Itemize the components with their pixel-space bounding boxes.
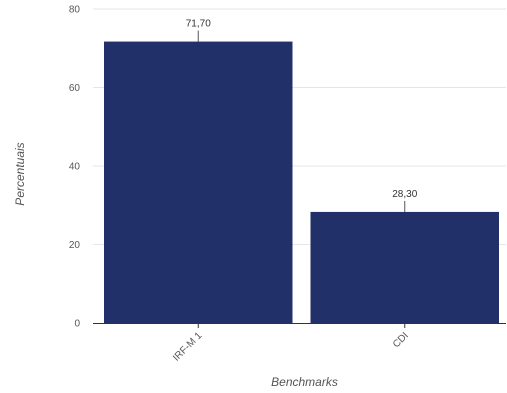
- data-label: 28,30: [392, 189, 417, 200]
- y-tick-label: 20: [69, 240, 81, 251]
- bar-irf-m-1: [104, 41, 293, 323]
- y-axis-ticks: 0 20 40 60 80: [69, 5, 81, 330]
- x-tick-label: IRF-M 1: [171, 330, 205, 364]
- y-axis-title: Percentuais: [13, 142, 27, 205]
- y-tick-label: 60: [69, 83, 81, 94]
- data-labels: 71,70 28,30: [186, 19, 418, 212]
- bar-cdi: [310, 211, 499, 323]
- y-tick-label: 40: [69, 162, 81, 173]
- data-label: 71,70: [186, 19, 211, 30]
- bars: [104, 41, 499, 323]
- y-tick-label: 0: [74, 319, 80, 330]
- x-axis-title: Benchmarks: [271, 375, 338, 389]
- y-tick-label: 80: [69, 5, 81, 16]
- x-axis-ticks: IRF-M 1 CDI: [171, 323, 411, 364]
- x-tick-label: CDI: [391, 330, 411, 350]
